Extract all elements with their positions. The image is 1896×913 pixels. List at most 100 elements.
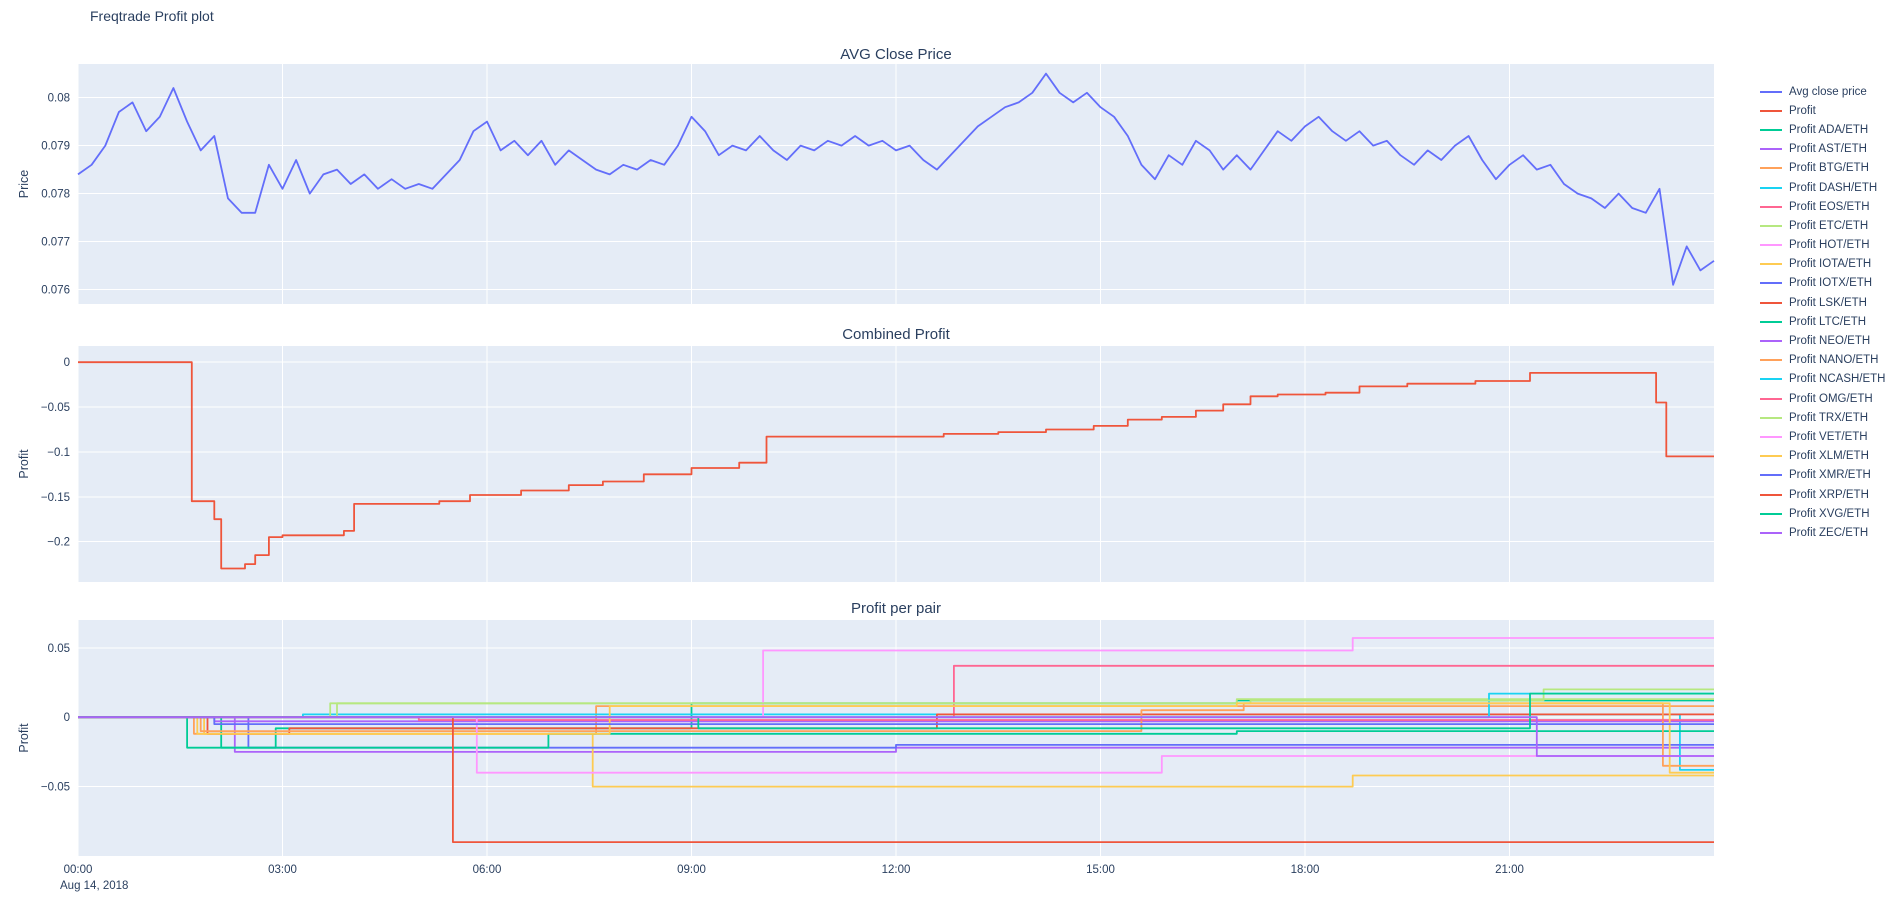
legend-item-label: Profit XRP/ETH (1789, 488, 1869, 501)
x-tick-label: 12:00 (882, 864, 911, 876)
legend-item-label: Profit BTG/ETH (1789, 162, 1869, 175)
legend-line-swatch (1760, 128, 1782, 131)
legend-line-swatch (1760, 474, 1782, 477)
series-profit-ltc-eth (78, 716, 1714, 749)
legend-line-swatch (1760, 167, 1782, 170)
legend: Avg close price Profit Profit ADA/ETH Profi… (1760, 82, 1886, 543)
legend-item-label: Profit EOS/ETH (1789, 200, 1870, 213)
y-tick-label: 0 (64, 357, 70, 369)
legend-item[interactable]: Profit NANO/ETH (1760, 351, 1886, 370)
y-tick-label: −0.05 (41, 782, 70, 794)
x-tick-label: 09:00 (677, 864, 706, 876)
y-tick-label: −0.05 (41, 402, 70, 414)
series-profit-nano-eth (78, 702, 1714, 767)
legend-item[interactable]: Profit BTG/ETH (1760, 159, 1886, 178)
legend-item[interactable]: Profit IOTX/ETH (1760, 274, 1886, 293)
legend-item-label: Avg close price (1789, 85, 1867, 98)
legend-line-swatch (1760, 282, 1782, 285)
legend-item[interactable]: Profit XMR/ETH (1760, 466, 1886, 485)
legend-item[interactable]: Profit XRP/ETH (1760, 485, 1886, 504)
y-axis-label: Profit (17, 449, 31, 479)
legend-item-label: Profit TRX/ETH (1789, 411, 1869, 424)
legend-item-label: Profit HOT/ETH (1789, 239, 1870, 252)
series-profit-zec-eth (78, 716, 1714, 757)
subplot-title-combined-profit: Combined Profit (842, 326, 950, 343)
legend-item-label: Profit ADA/ETH (1789, 123, 1869, 136)
legend-item[interactable]: Profit OMG/ETH (1760, 389, 1886, 408)
legend-line-swatch (1760, 186, 1782, 189)
x-tick-label: 15:00 (1086, 864, 1115, 876)
y-tick-label: 0 (64, 712, 70, 724)
series-profit-trx-eth (78, 688, 1714, 719)
profit-per-pair-plot[interactable]: 0.05 0 −0.05 Profit 00:00 03:00 06:00 09:00 12:0… (0, 620, 1720, 902)
x-axis-date-label: Aug 14, 2018 (60, 880, 128, 892)
x-tick-label: 03:00 (268, 864, 297, 876)
legend-item-label: Profit NCASH/ETH (1789, 373, 1886, 386)
x-tick-label: 18:00 (1291, 864, 1320, 876)
subplot-title-profit-per-pair: Profit per pair (850, 600, 942, 617)
legend-item[interactable]: Profit ZEC/ETH (1760, 523, 1886, 542)
legend-item[interactable]: Profit HOT/ETH (1760, 236, 1886, 255)
combined-profit-plot[interactable]: 0 −0.05 −0.1 −0.15 −0.2 Profit (0, 346, 1720, 582)
legend-item[interactable]: Profit VET/ETH (1760, 427, 1886, 446)
legend-item[interactable]: Profit LSK/ETH (1760, 293, 1886, 312)
legend-item-label: Profit ZEC/ETH (1789, 526, 1869, 539)
legend-item[interactable]: Profit XVG/ETH (1760, 504, 1886, 523)
y-tick-label: 0.078 (41, 189, 70, 201)
legend-line-swatch (1760, 435, 1782, 438)
legend-line-swatch (1760, 378, 1782, 381)
x-tick-label: 00:00 (64, 864, 93, 876)
legend-item[interactable]: Profit ETC/ETH (1760, 216, 1886, 235)
legend-item[interactable]: Profit (1760, 101, 1886, 120)
y-tick-label: 0.05 (48, 643, 70, 655)
legend-item[interactable]: Profit ADA/ETH (1760, 120, 1886, 139)
legend-item[interactable]: Profit TRX/ETH (1760, 408, 1886, 427)
legend-item-label: Profit NEO/ETH (1789, 335, 1871, 348)
series-profit (78, 361, 1714, 570)
x-tick-label: 21:00 (1495, 864, 1524, 876)
avg-close-price-plot[interactable]: 0.076 0.077 0.078 0.079 0.08 Price (0, 64, 1720, 304)
legend-line-swatch (1760, 90, 1782, 93)
series-profit-xlm-eth (78, 702, 1714, 774)
legend-item-label: Profit DASH/ETH (1789, 181, 1878, 194)
y-axis-label: Price (17, 170, 31, 199)
legend-line-swatch (1760, 531, 1782, 534)
legend-item[interactable]: Profit XLM/ETH (1760, 447, 1886, 466)
y-tick-label: −0.15 (41, 492, 70, 504)
legend-item[interactable]: Profit DASH/ETH (1760, 178, 1886, 197)
legend-line-swatch (1760, 455, 1782, 458)
legend-item-label: Profit LTC/ETH (1789, 315, 1867, 328)
legend-line-swatch (1760, 148, 1782, 151)
y-tick-label: −0.1 (47, 447, 70, 459)
legend-item-label: Profit NANO/ETH (1789, 354, 1879, 367)
legend-item-label: Profit XMR/ETH (1789, 469, 1871, 482)
legend-item[interactable]: Profit AST/ETH (1760, 140, 1886, 159)
legend-item-label: Profit IOTA/ETH (1789, 258, 1872, 271)
legend-line-swatch (1760, 416, 1782, 419)
legend-line-swatch (1760, 109, 1782, 112)
legend-item[interactable]: Profit EOS/ETH (1760, 197, 1886, 216)
x-tick-label: 06:00 (473, 864, 502, 876)
legend-item[interactable]: Profit NEO/ETH (1760, 331, 1886, 350)
legend-item-label: Profit XLM/ETH (1789, 450, 1869, 463)
legend-item-label: Profit VET/ETH (1789, 430, 1868, 443)
legend-item[interactable]: Profit NCASH/ETH (1760, 370, 1886, 389)
y-tick-label: −0.2 (47, 537, 70, 549)
legend-item[interactable]: Avg close price (1760, 82, 1886, 101)
legend-item[interactable]: Profit IOTA/ETH (1760, 255, 1886, 274)
legend-item-label: Profit LSK/ETH (1789, 296, 1867, 309)
legend-line-swatch (1760, 301, 1782, 304)
y-tick-label: 0.077 (41, 237, 70, 249)
legend-line-swatch (1760, 320, 1782, 323)
legend-line-swatch (1760, 340, 1782, 343)
legend-line-swatch (1760, 244, 1782, 247)
legend-line-swatch (1760, 224, 1782, 227)
legend-item-label: Profit XVG/ETH (1789, 507, 1870, 520)
legend-line-swatch (1760, 205, 1782, 208)
legend-line-swatch (1760, 263, 1782, 266)
legend-line-swatch (1760, 512, 1782, 515)
legend-item[interactable]: Profit LTC/ETH (1760, 312, 1886, 331)
legend-line-swatch (1760, 397, 1782, 400)
legend-line-swatch (1760, 359, 1782, 362)
